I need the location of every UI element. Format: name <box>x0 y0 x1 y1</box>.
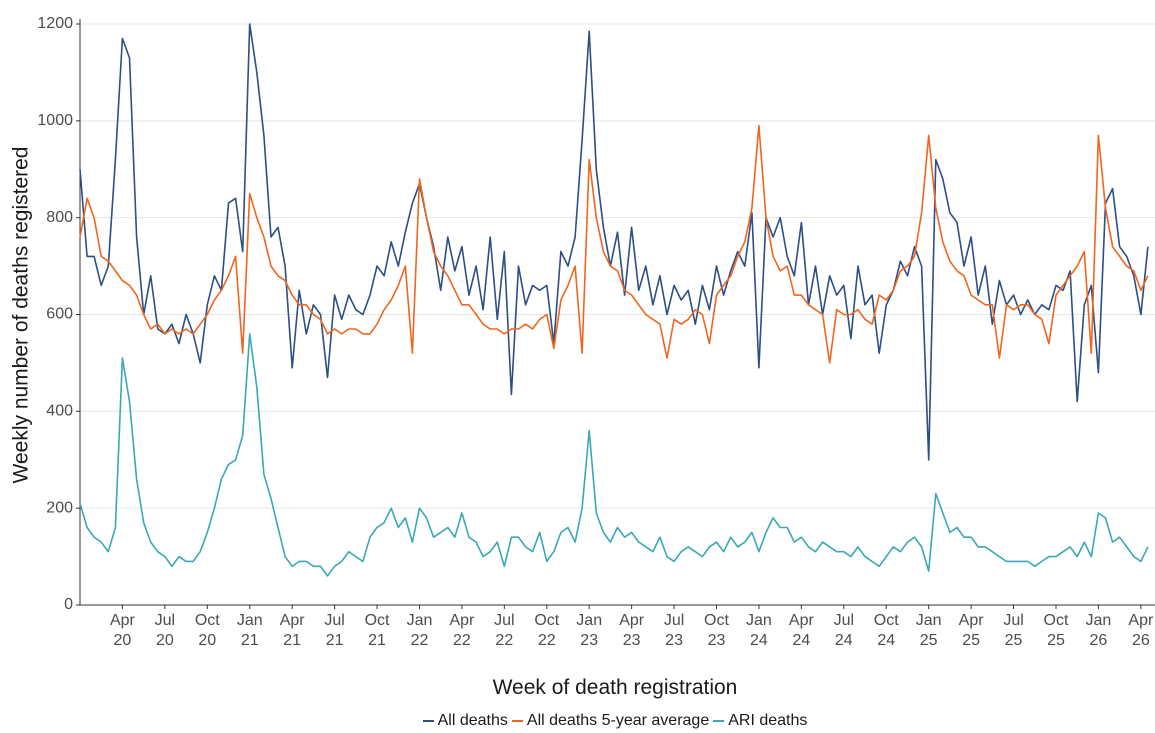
x-tick-label: Jul 22 <box>494 612 515 649</box>
y-tick-label: 800 <box>46 209 73 226</box>
x-tick-label: Jan 21 <box>236 612 263 649</box>
x-tick-label: Apr 25 <box>958 612 984 649</box>
legend-label: All deaths <box>437 712 508 729</box>
series-line <box>79 333 1149 577</box>
y-tick-label: 1200 <box>37 15 73 32</box>
x-tick-label: Oct 23 <box>704 612 729 649</box>
legend-swatch <box>511 720 523 722</box>
series-line <box>79 23 1149 461</box>
y-tick-label: 0 <box>64 596 73 613</box>
legend-swatch <box>713 720 725 722</box>
x-tick-label: Jul 25 <box>1003 612 1024 649</box>
x-tick-label: Apr 21 <box>279 612 305 649</box>
legend-label: ARI deaths <box>728 712 808 729</box>
y-axis-title: Weekly number of deaths registered <box>10 147 33 484</box>
legend: All deaths All deaths 5-year average ARI d… <box>0 712 1155 730</box>
x-tick-label: Oct 20 <box>194 612 220 649</box>
x-tick-label: Jul 24 <box>833 612 855 649</box>
x-tick-label: Oct 21 <box>364 612 390 649</box>
y-tick-label: 1000 <box>37 112 73 129</box>
y-tick-label: 400 <box>46 403 73 420</box>
x-tick-label: Jan 26 <box>1085 612 1112 649</box>
y-tick-label: 600 <box>46 306 73 323</box>
x-tick-label: Jan 23 <box>576 612 603 649</box>
x-tick-label: Jul 21 <box>324 612 345 649</box>
legend-item: All deaths 5-year average <box>511 712 710 730</box>
x-axis-title: Week of death registration <box>492 676 738 699</box>
x-tick-label: Apr 26 <box>1128 612 1154 649</box>
x-tick-label: Oct 25 <box>1043 612 1069 649</box>
x-tick-label: Jul 23 <box>663 612 685 649</box>
legend-label: All deaths 5-year average <box>526 712 710 729</box>
x-tick-label: Oct 22 <box>534 612 560 649</box>
x-tick-label: Oct 24 <box>873 612 899 649</box>
x-tick-label: Jan 24 <box>746 612 772 649</box>
legend-swatch <box>422 720 434 722</box>
x-tick-label: Apr 24 <box>788 612 814 649</box>
x-tick-label: Apr 20 <box>109 612 135 649</box>
y-tick-label: 200 <box>46 499 73 516</box>
x-tick-label: Apr 22 <box>449 612 475 649</box>
legend-item: All deaths <box>422 712 508 730</box>
series-line <box>79 124 1149 364</box>
x-tick-label: Jul 20 <box>154 612 176 649</box>
x-tick-label: Jan 25 <box>915 612 942 649</box>
x-tick-label: Apr 23 <box>619 612 645 649</box>
x-tick-label: Jan 22 <box>406 612 433 649</box>
legend-item: ARI deaths <box>713 712 807 730</box>
